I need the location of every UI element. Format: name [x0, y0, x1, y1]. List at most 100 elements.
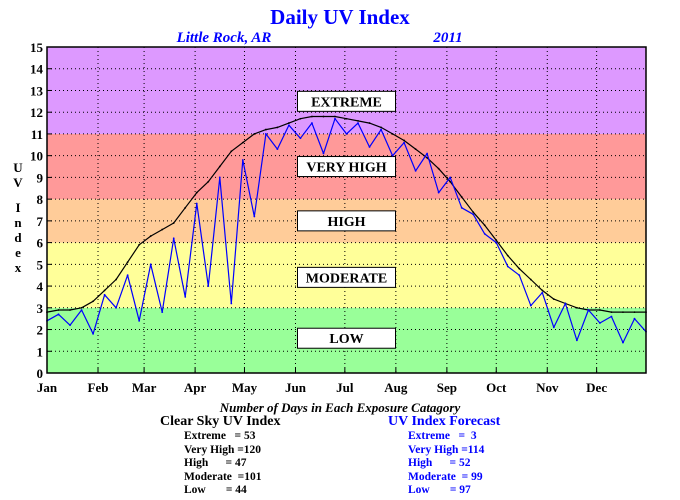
data-point-uv-index-forecast	[449, 176, 452, 179]
data-point-uv-index-forecast	[264, 133, 267, 135]
clear-sky-stats: Clear Sky UV Index Extreme = 53 Very Hig…	[160, 414, 280, 498]
x-axis-ticks: Jan Feb Mar Apr May Jun Jul Aug Sep Oct Nov Dec	[37, 368, 607, 395]
data-point-clear-sky-uv-index	[460, 196, 463, 198]
data-point-clear-sky-uv-index	[288, 122, 290, 124]
data-point-uv-index-forecast	[506, 265, 509, 268]
data-point-clear-sky-uv-index	[506, 254, 509, 257]
y-tick-label: 12	[30, 105, 43, 120]
data-point-clear-sky-uv-index	[414, 148, 417, 151]
data-point-uv-index-forecast	[575, 339, 578, 342]
data-point-clear-sky-uv-index	[403, 139, 405, 142]
zone-label-box-high	[297, 210, 396, 232]
forecast-high-count: High = 52	[408, 457, 471, 469]
data-point-uv-index-forecast	[253, 215, 256, 218]
clear-sky-stats-title: Clear Sky UV Index	[160, 414, 281, 429]
x-tick-label-dec: Dec	[586, 380, 607, 395]
data-point-clear-sky-uv-index	[57, 309, 60, 311]
data-point-uv-index-forecast	[92, 332, 94, 335]
data-point-clear-sky-uv-index	[380, 126, 382, 129]
zone-label-very-high: VERY HIGH	[306, 161, 386, 176]
data-point-uv-index-forecast	[103, 293, 106, 296]
data-point-uv-index-forecast	[622, 341, 624, 344]
data-point-clear-sky-uv-index	[276, 126, 279, 129]
data-point-uv-index-forecast	[115, 306, 118, 309]
y-tick-label: 4	[37, 279, 44, 294]
forecast-very-high-count: Very High =114	[408, 443, 485, 456]
data-point-clear-sky-uv-index	[126, 261, 129, 264]
data-point-clear-sky-uv-index	[599, 309, 601, 311]
zone-label-box-low	[297, 327, 396, 349]
y-tick-label: 7	[37, 214, 44, 229]
data-point-uv-index-forecast	[472, 213, 475, 216]
x-tick-label-may: May	[232, 380, 258, 395]
data-point-clear-sky-uv-index	[610, 311, 613, 314]
y-tick-label: 14	[30, 62, 44, 77]
zone-label-extreme: EXTREME	[311, 95, 382, 110]
data-point-clear-sky-uv-index	[541, 289, 544, 292]
data-point-uv-index-forecast	[541, 291, 544, 294]
data-point-uv-index-forecast	[334, 117, 336, 120]
data-point-clear-sky-uv-index	[495, 239, 498, 242]
x-tick-label-apr: Apr	[184, 380, 207, 395]
data-point-uv-index-forecast	[518, 274, 521, 277]
data-point-clear-sky-uv-index	[149, 235, 152, 237]
plot-frame	[46, 46, 647, 374]
data-point-clear-sky-uv-index	[253, 133, 256, 135]
clear-sky-high-count: High = 47	[184, 457, 247, 469]
zone-label-box-moderate	[297, 266, 396, 288]
data-point-clear-sky-uv-index	[207, 180, 210, 183]
x-tick-label-jan: Jan	[37, 380, 58, 395]
data-point-clear-sky-uv-index	[368, 122, 371, 124]
chart-subtitle-location: Little Rock, AR	[176, 30, 272, 46]
y-tick-label: 0	[37, 366, 44, 381]
stats-heading: Number of Days in Each Exposure Catagory	[219, 400, 461, 415]
data-point-clear-sky-uv-index	[483, 224, 486, 227]
y-tick-label: 15	[30, 40, 44, 55]
data-point-uv-index-forecast	[126, 274, 129, 277]
data-point-uv-index-forecast	[564, 302, 567, 305]
data-point-clear-sky-uv-index	[230, 150, 233, 153]
forecast-extreme-count: Extreme = 3	[408, 430, 477, 442]
clear-sky-extreme-count: Extreme = 53	[184, 430, 256, 442]
x-tick-label-aug: Aug	[384, 380, 408, 395]
data-point-uv-index-forecast	[529, 304, 532, 307]
chart-subtitle-year: 2011	[432, 30, 462, 46]
data-point-clear-sky-uv-index	[622, 311, 624, 314]
data-point-clear-sky-uv-index	[575, 306, 578, 309]
zone-labels: LOW MODERATE HIGH VERY HIGH EXTREME	[297, 90, 396, 349]
zone-label-box-very-high	[297, 156, 396, 178]
data-point-uv-index-forecast	[195, 202, 198, 205]
clear-sky-very-high-count: Very High =120	[184, 443, 262, 456]
chart-title: Daily UV Index	[270, 5, 410, 29]
x-tick-label-jul: Jul	[336, 380, 354, 395]
x-tick-label-mar: Mar	[132, 380, 157, 395]
data-point-clear-sky-uv-index	[241, 141, 244, 144]
clear-sky-moderate-count: Moderate =101	[184, 470, 262, 483]
data-point-uv-index-forecast	[587, 309, 590, 311]
forecast-moderate-count: Moderate = 99	[408, 470, 483, 483]
data-point-clear-sky-uv-index	[391, 133, 394, 135]
zone-label-low: LOW	[329, 332, 363, 347]
data-point-clear-sky-uv-index	[334, 115, 336, 118]
data-point-clear-sky-uv-index	[80, 306, 83, 309]
y-tick-label: 3	[37, 301, 44, 316]
data-point-uv-index-forecast	[368, 146, 371, 148]
data-point-clear-sky-uv-index	[633, 311, 636, 314]
data-point-clear-sky-uv-index	[218, 165, 221, 168]
data-point-uv-index-forecast	[161, 311, 164, 314]
data-point-uv-index-forecast	[610, 315, 613, 318]
forecast-stats: UV Index Forecast Extreme = 3 Very High …	[388, 414, 500, 498]
x-tick-label-feb: Feb	[88, 380, 109, 395]
x-tick-label-sep: Sep	[437, 380, 457, 395]
data-point-clear-sky-uv-index	[518, 267, 521, 270]
data-point-clear-sky-uv-index	[92, 300, 94, 303]
data-point-uv-index-forecast	[207, 285, 210, 287]
data-point-clear-sky-uv-index	[529, 278, 532, 281]
data-point-clear-sky-uv-index	[69, 309, 71, 311]
data-point-uv-index-forecast	[391, 154, 394, 157]
data-point-clear-sky-uv-index	[345, 117, 348, 120]
data-point-clear-sky-uv-index	[195, 191, 198, 194]
data-point-uv-index-forecast	[426, 152, 429, 155]
